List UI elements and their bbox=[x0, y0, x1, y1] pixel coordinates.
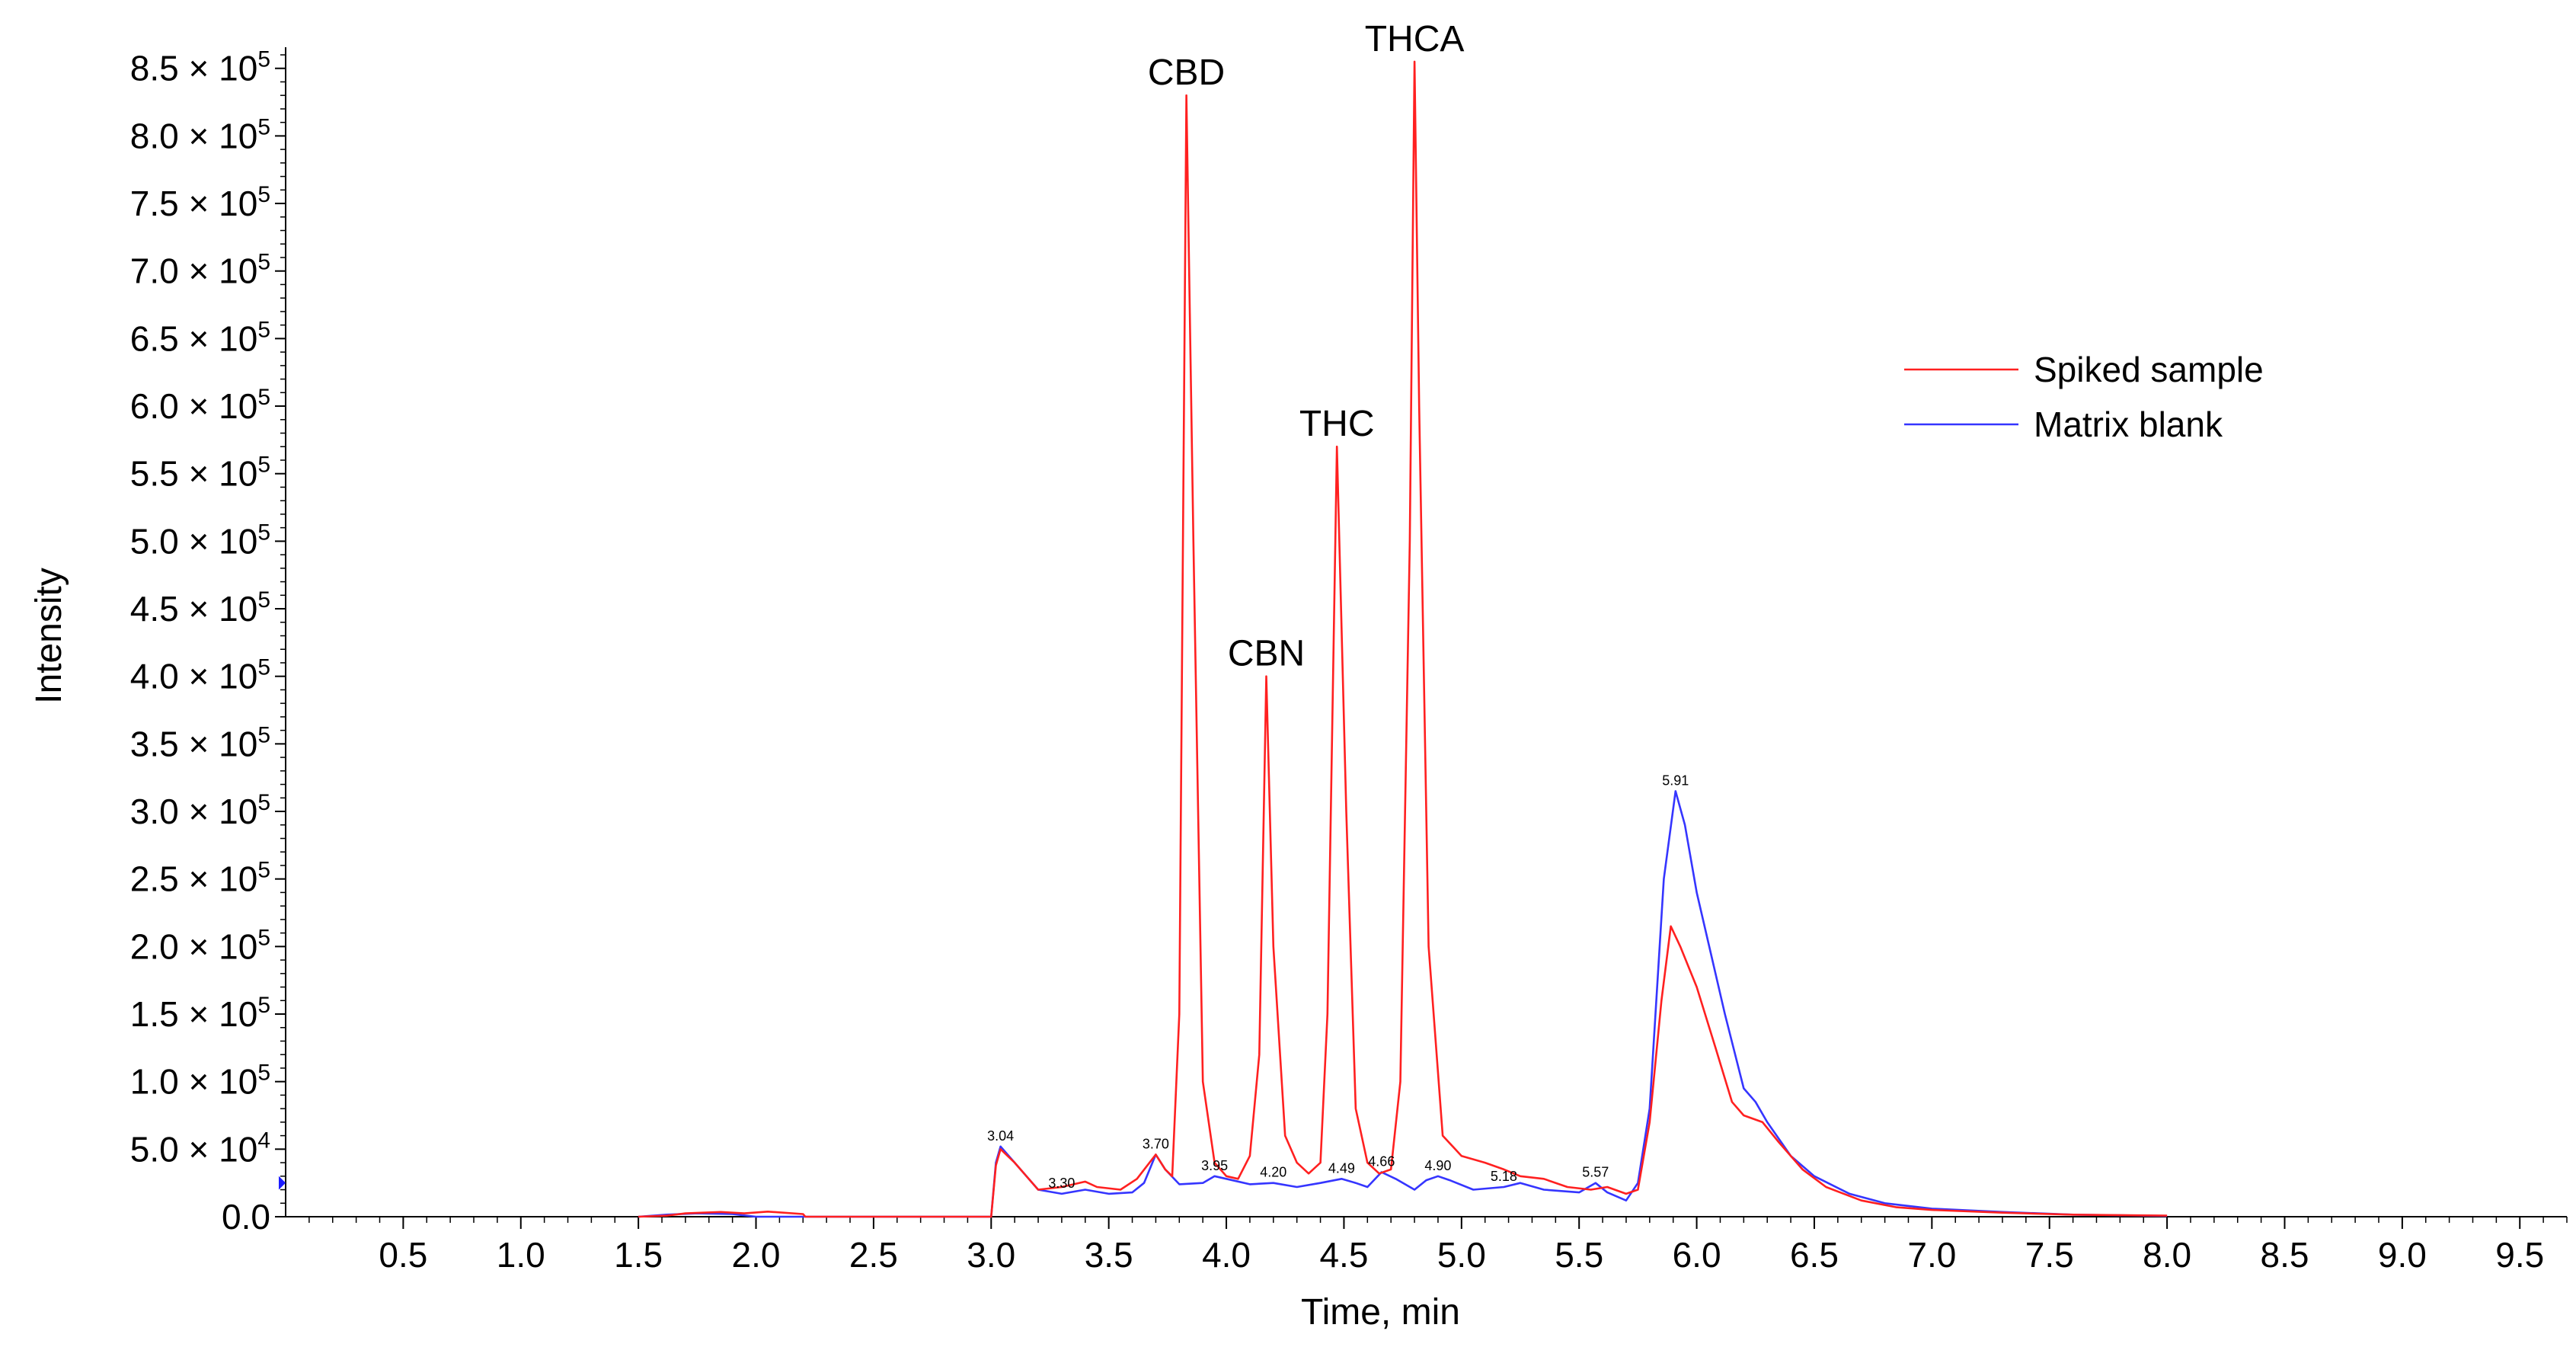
x-tick-label: 3.5 bbox=[1085, 1235, 1133, 1275]
annotation-layer: CBD CBN THC THCA 3.04 3.30 3.70 3.95 4.20 4.49 4.6… bbox=[987, 19, 1689, 1191]
legend-label: Matrix blank bbox=[2034, 405, 2223, 444]
retention-time-label: 5.91 bbox=[1662, 773, 1689, 788]
retention-time-label: 3.70 bbox=[1143, 1136, 1169, 1151]
series-layer bbox=[638, 60, 2168, 1218]
y-tick-label: 1.5 × 105 bbox=[130, 993, 270, 1034]
y-tick-label: 7.0 × 105 bbox=[130, 250, 270, 291]
baseline-marker-icon bbox=[279, 1176, 286, 1190]
x-tick-label: 1.0 bbox=[497, 1235, 545, 1275]
legend-label: Spiked sample bbox=[2034, 350, 2264, 389]
x-tick-label: 9.5 bbox=[2495, 1235, 2544, 1275]
x-tick-label: 7.5 bbox=[2025, 1235, 2074, 1275]
retention-time-label: 4.49 bbox=[1328, 1160, 1355, 1176]
x-tick-label: 9.0 bbox=[2378, 1235, 2427, 1275]
y-tick-label: 3.0 × 105 bbox=[130, 790, 270, 831]
y-tick-label: 5.0 × 105 bbox=[130, 520, 270, 561]
retention-time-label: 3.95 bbox=[1201, 1158, 1228, 1173]
y-tick-label: 1.0 × 105 bbox=[130, 1061, 270, 1102]
retention-time-label: 3.04 bbox=[987, 1128, 1014, 1144]
x-tick-label: 2.0 bbox=[732, 1235, 781, 1275]
x-tick-label: 6.0 bbox=[1673, 1235, 1721, 1275]
y-tick-label: 4.0 × 105 bbox=[130, 655, 270, 696]
x-tick-label: 5.5 bbox=[1555, 1235, 1603, 1275]
y-axis-title: Intensity bbox=[29, 568, 69, 704]
y-tick-label: 6.0 × 105 bbox=[130, 385, 270, 426]
y-tick-label: 3.5 × 105 bbox=[130, 722, 270, 763]
x-tick-label: 8.5 bbox=[2261, 1235, 2309, 1275]
peak-label-thca: THCA bbox=[1365, 19, 1465, 59]
x-tick-label: 3.0 bbox=[967, 1235, 1015, 1275]
x-axis-title: Time, min bbox=[1301, 1292, 1460, 1333]
legend: Spiked sample Matrix blank bbox=[1904, 350, 2264, 444]
retention-time-label: 3.30 bbox=[1048, 1176, 1075, 1191]
y-tick-label: 8.0 × 105 bbox=[130, 114, 270, 155]
y-tick-label: 5.5 × 105 bbox=[130, 453, 270, 494]
y-tick-label: 2.5 × 105 bbox=[130, 858, 270, 899]
y-tick-label: 5.0 × 104 bbox=[130, 1128, 270, 1169]
x-tick-label: 2.5 bbox=[849, 1235, 898, 1275]
x-tick-label: 5.0 bbox=[1437, 1235, 1486, 1275]
retention-time-label: 4.66 bbox=[1368, 1153, 1395, 1169]
x-tick-label: 8.0 bbox=[2143, 1235, 2191, 1275]
peak-label-cbn: CBN bbox=[1228, 634, 1305, 674]
y-tick-label: 4.5 × 105 bbox=[130, 587, 270, 629]
y-tick-label: 7.5 × 105 bbox=[130, 182, 270, 223]
x-tick-label: 4.5 bbox=[1319, 1235, 1368, 1275]
x-tick-label: 0.5 bbox=[379, 1235, 427, 1275]
y-tick-label: 0.0 bbox=[222, 1197, 270, 1237]
y-tick-label: 8.5 × 105 bbox=[130, 47, 270, 88]
series-line-spiked-sample bbox=[638, 60, 2168, 1218]
retention-time-label: 4.20 bbox=[1260, 1165, 1286, 1180]
x-tick-label: 7.0 bbox=[1907, 1235, 1956, 1275]
axes: 0.5 1.0 1.5 2.0 2.5 3.0 3.5 4.0 4.5 5.0 5.5 6.0 6.5 7… bbox=[130, 47, 2568, 1275]
series-line-matrix-blank bbox=[638, 790, 2168, 1218]
x-tick-label: 6.5 bbox=[1790, 1235, 1839, 1275]
x-tick-label: 1.5 bbox=[614, 1235, 663, 1275]
retention-time-label: 5.57 bbox=[1582, 1165, 1609, 1180]
retention-time-label: 5.18 bbox=[1491, 1169, 1517, 1184]
y-tick-label: 6.5 × 105 bbox=[130, 317, 270, 358]
peak-label-cbd: CBD bbox=[1148, 53, 1225, 93]
peak-label-thc: THC bbox=[1299, 404, 1375, 444]
y-tick-label: 2.0 × 105 bbox=[130, 925, 270, 966]
retention-time-label: 4.90 bbox=[1424, 1158, 1451, 1173]
x-tick-label: 4.0 bbox=[1202, 1235, 1251, 1275]
